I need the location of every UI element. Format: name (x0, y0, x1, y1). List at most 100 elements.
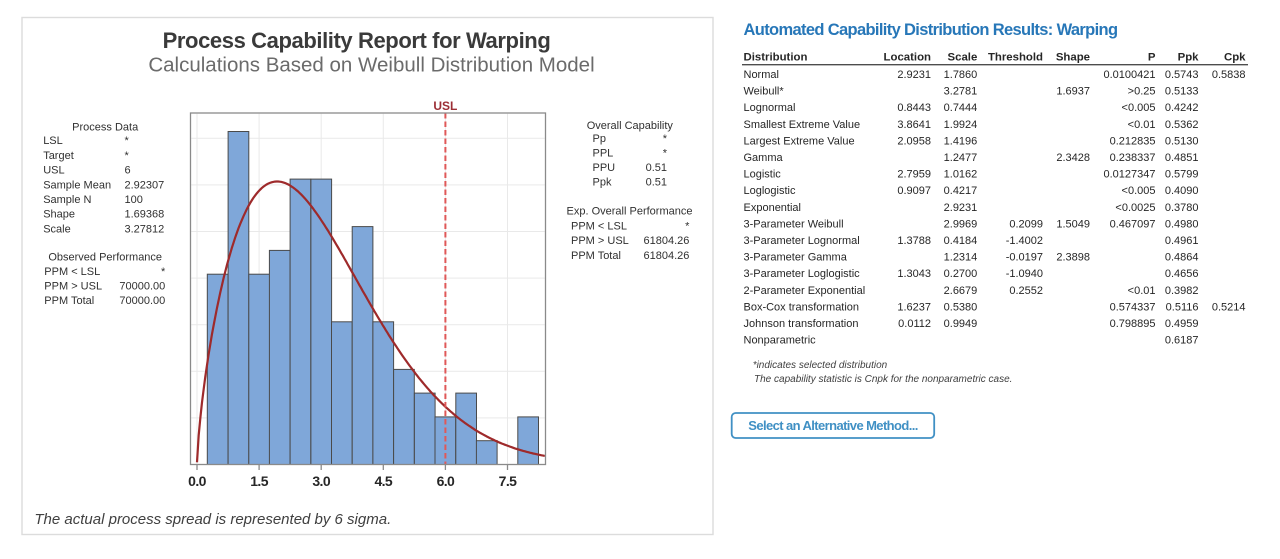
svg-text:0.5130: 0.5130 (1165, 135, 1199, 147)
svg-text:3.0: 3.0 (312, 473, 330, 489)
svg-text:USL: USL (43, 165, 64, 177)
svg-text:>0.25: >0.25 (1128, 86, 1156, 98)
svg-text:0.0100421: 0.0100421 (1104, 69, 1156, 81)
svg-text:*: * (125, 135, 130, 147)
svg-text:0.2700: 0.2700 (944, 268, 978, 280)
svg-text:0.8443: 0.8443 (897, 102, 931, 114)
svg-text:Pp: Pp (593, 133, 606, 145)
svg-text:0.3982: 0.3982 (1165, 285, 1199, 297)
svg-text:0.4959: 0.4959 (1165, 318, 1199, 330)
svg-text:Shape: Shape (1056, 52, 1090, 64)
svg-text:Gamma: Gamma (744, 152, 784, 164)
svg-text:0.51: 0.51 (646, 177, 667, 189)
svg-text:0.0127347: 0.0127347 (1104, 169, 1156, 181)
svg-text:3-Parameter Loglogistic: 3-Parameter Loglogistic (744, 268, 861, 280)
svg-text:PPL: PPL (593, 148, 614, 160)
svg-text:0.4980: 0.4980 (1165, 218, 1199, 230)
svg-text:1.2314: 1.2314 (944, 252, 978, 264)
svg-text:1.3788: 1.3788 (897, 235, 931, 247)
svg-text:-1.4002: -1.4002 (1006, 235, 1043, 247)
svg-text:0.0112: 0.0112 (898, 318, 931, 330)
svg-text:1.2477: 1.2477 (944, 152, 978, 164)
svg-text:Normal: Normal (744, 69, 779, 81)
svg-text:The capability statistic is Cn: The capability statistic is Cnpk for the… (754, 374, 1012, 385)
svg-text:Scale: Scale (43, 223, 71, 235)
svg-text:61804.26: 61804.26 (644, 250, 690, 262)
svg-text:PPM Total: PPM Total (44, 295, 94, 307)
svg-text:Process Capability Report for: Process Capability Report for Warping (163, 28, 551, 53)
svg-text:0.5838: 0.5838 (1212, 69, 1246, 81)
svg-text:Overall Capability: Overall Capability (587, 120, 674, 132)
svg-text:Johnson transformation: Johnson transformation (744, 318, 859, 330)
svg-text:<0.005: <0.005 (1122, 185, 1156, 197)
svg-text:3-Parameter Gamma: 3-Parameter Gamma (744, 252, 848, 264)
svg-text:0.2552: 0.2552 (1009, 285, 1043, 297)
svg-text:Location: Location (884, 52, 932, 64)
svg-text:1.5: 1.5 (250, 473, 268, 489)
svg-text:0.4242: 0.4242 (1165, 102, 1199, 114)
svg-text:Smallest Extreme Value: Smallest Extreme Value (744, 119, 861, 131)
svg-text:-1.0940: -1.0940 (1006, 268, 1043, 280)
svg-text:2.6679: 2.6679 (944, 285, 978, 297)
svg-text:PPM < LSL: PPM < LSL (44, 266, 100, 278)
svg-text:70000.00: 70000.00 (119, 281, 165, 293)
svg-text:<0.005: <0.005 (1122, 102, 1156, 114)
svg-text:6.0: 6.0 (437, 473, 455, 489)
svg-text:61804.26: 61804.26 (644, 235, 690, 247)
svg-text:PPM Total: PPM Total (571, 250, 621, 262)
svg-text:3.2781: 3.2781 (944, 86, 978, 98)
svg-text:0.4864: 0.4864 (1165, 252, 1199, 264)
svg-text:Exp. Overall Performance: Exp. Overall Performance (567, 206, 693, 218)
svg-text:*indicates selected distributi: *indicates selected distribution (753, 360, 888, 371)
svg-text:Process Data: Process Data (72, 122, 139, 134)
svg-text:Target: Target (43, 150, 74, 162)
svg-text:1.6937: 1.6937 (1056, 86, 1090, 98)
svg-text:1.4196: 1.4196 (944, 135, 978, 147)
svg-text:2.7959: 2.7959 (897, 169, 931, 181)
svg-text:*: * (663, 133, 668, 145)
svg-text:1.0162: 1.0162 (944, 169, 978, 181)
svg-text:3-Parameter Weibull: 3-Parameter Weibull (744, 218, 844, 230)
svg-text:0.5743: 0.5743 (1165, 69, 1199, 81)
svg-text:3-Parameter Lognormal: 3-Parameter Lognormal (744, 235, 860, 247)
svg-text:0.5133: 0.5133 (1165, 86, 1199, 98)
svg-text:Ppk: Ppk (593, 177, 612, 189)
svg-text:70000.00: 70000.00 (119, 295, 165, 307)
svg-text:<0.01: <0.01 (1128, 285, 1156, 297)
svg-text:2.9969: 2.9969 (944, 218, 978, 230)
svg-text:0.4961: 0.4961 (1165, 235, 1199, 247)
svg-text:Threshold: Threshold (988, 52, 1043, 64)
svg-text:1.9924: 1.9924 (944, 119, 978, 131)
svg-text:0.798895: 0.798895 (1110, 318, 1156, 330)
svg-text:0.3780: 0.3780 (1165, 202, 1199, 214)
svg-text:2-Parameter Exponential: 2-Parameter Exponential (744, 285, 866, 297)
svg-text:0.2099: 0.2099 (1009, 218, 1043, 230)
svg-text:Cpk: Cpk (1224, 52, 1246, 64)
svg-text:P: P (1148, 52, 1156, 64)
svg-text:0.5380: 0.5380 (944, 301, 978, 313)
svg-text:0.5362: 0.5362 (1165, 119, 1199, 131)
svg-text:LSL: LSL (43, 135, 63, 147)
svg-text:Sample N: Sample N (43, 194, 91, 206)
svg-text:Loglogistic: Loglogistic (744, 185, 796, 197)
svg-text:2.92307: 2.92307 (125, 179, 165, 191)
svg-text:Logistic: Logistic (744, 169, 782, 181)
svg-text:0.212835: 0.212835 (1110, 135, 1156, 147)
svg-text:0.5214: 0.5214 (1212, 301, 1246, 313)
svg-text:0.4184: 0.4184 (944, 235, 978, 247)
svg-text:100: 100 (125, 194, 143, 206)
svg-text:6: 6 (125, 165, 131, 177)
svg-text:0.51: 0.51 (646, 162, 667, 174)
svg-text:1.7860: 1.7860 (944, 69, 978, 81)
svg-text:1.6237: 1.6237 (897, 301, 931, 313)
svg-text:1.69368: 1.69368 (125, 209, 165, 221)
svg-text:2.0958: 2.0958 (897, 135, 931, 147)
svg-text:*: * (663, 148, 668, 160)
svg-text:<0.01: <0.01 (1128, 119, 1156, 131)
svg-text:PPM < LSL: PPM < LSL (571, 221, 627, 233)
svg-text:Exponential: Exponential (744, 202, 802, 214)
svg-text:*: * (685, 221, 690, 233)
svg-text:*: * (125, 150, 130, 162)
svg-text:Nonparametric: Nonparametric (744, 335, 817, 347)
svg-text:0.9949: 0.9949 (944, 318, 978, 330)
